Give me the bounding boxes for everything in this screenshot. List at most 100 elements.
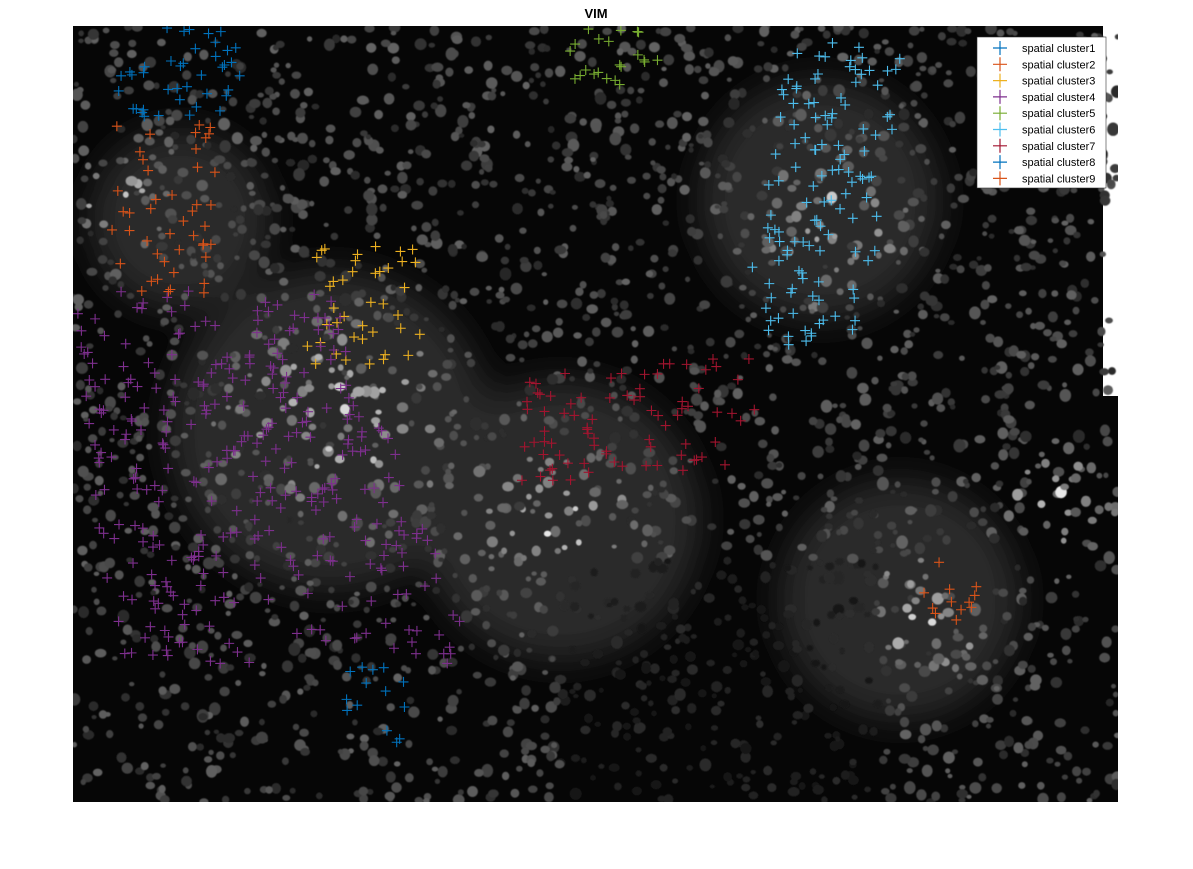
cluster-marker (403, 350, 414, 361)
nucleus (739, 660, 748, 668)
cluster-marker (560, 368, 571, 379)
cluster-marker (211, 550, 222, 561)
nucleus (208, 652, 214, 658)
nucleus (738, 498, 750, 508)
nucleus (423, 614, 430, 621)
cluster-marker (676, 450, 687, 461)
nucleus (435, 104, 447, 118)
nucleus (272, 107, 280, 116)
cluster-marker (157, 438, 168, 449)
cluster-marker (813, 276, 824, 287)
nucleus (947, 773, 953, 779)
nucleus (685, 276, 691, 283)
nucleus (713, 617, 723, 626)
nucleus (434, 778, 441, 785)
nucleus (634, 601, 647, 612)
cluster-marker (539, 426, 550, 437)
nucleus (657, 196, 665, 204)
nucleus (632, 656, 639, 664)
nucleus (1013, 742, 1024, 754)
cluster-marker (149, 368, 160, 379)
nucleus (798, 26, 804, 32)
cluster-marker (205, 656, 216, 667)
nucleus (257, 485, 264, 490)
cluster-marker (236, 436, 247, 447)
cluster-marker (370, 268, 381, 279)
nucleus (993, 686, 1000, 691)
nucleus (1026, 576, 1035, 584)
nucleus (271, 157, 279, 164)
nucleus (500, 91, 506, 97)
nucleus (1031, 353, 1040, 361)
nucleus (150, 590, 157, 596)
cluster-marker (192, 644, 203, 655)
nucleus (646, 502, 653, 507)
nucleus (430, 230, 441, 241)
nucleus (629, 123, 640, 134)
cluster-marker (394, 525, 405, 536)
nucleus (543, 45, 551, 52)
nucleus (188, 657, 201, 670)
cluster-marker (398, 676, 409, 687)
nucleus (1063, 751, 1073, 761)
nucleus (502, 726, 514, 738)
nucleus (776, 462, 783, 469)
nucleus (416, 177, 424, 186)
nucleus (689, 382, 697, 389)
nucleus (73, 483, 79, 494)
cluster-marker (150, 194, 161, 205)
nucleus (664, 292, 676, 305)
cluster-marker (328, 328, 339, 339)
nucleus (702, 130, 712, 140)
nucleus (464, 66, 474, 74)
nucleus (445, 657, 458, 667)
nucleus (244, 787, 251, 795)
nucleus (479, 154, 490, 163)
nucleus (354, 591, 360, 597)
nucleus (773, 732, 782, 741)
nucleus (1105, 317, 1113, 324)
nucleus (781, 510, 789, 517)
nucleus (918, 215, 925, 222)
nucleus (790, 30, 800, 39)
cluster-marker (850, 64, 861, 75)
cluster-marker (195, 580, 206, 591)
nucleus (832, 233, 838, 240)
cluster-marker (444, 642, 455, 653)
nucleus (253, 204, 264, 216)
cluster-marker (639, 54, 650, 65)
cluster-marker (776, 84, 787, 95)
nucleus (218, 661, 230, 674)
nucleus (82, 725, 90, 733)
nucleus (557, 688, 568, 699)
nucleus (895, 659, 904, 666)
nucleus (808, 553, 818, 561)
nucleus (91, 715, 97, 720)
cluster-marker (168, 392, 179, 403)
nucleus (663, 794, 674, 802)
nucleus (867, 57, 877, 66)
nucleus (543, 416, 555, 425)
nucleus (405, 119, 417, 131)
nucleus (246, 181, 255, 190)
nucleus (458, 133, 465, 138)
nucleus (1082, 616, 1089, 623)
nucleus (872, 563, 879, 570)
nucleus (93, 571, 100, 576)
nucleus (685, 214, 695, 224)
nucleus (280, 380, 289, 390)
nucleus (698, 116, 709, 127)
cluster-marker (159, 256, 170, 267)
nucleus (826, 489, 835, 498)
cluster-marker (142, 235, 153, 246)
nucleus (1019, 527, 1029, 536)
nucleus (144, 137, 155, 146)
nucleus (813, 618, 821, 627)
nucleus (416, 350, 424, 357)
nucleus (738, 596, 747, 605)
nucleus (774, 622, 784, 631)
nucleus (298, 209, 308, 220)
cluster-marker (227, 373, 238, 384)
nucleus (78, 38, 84, 44)
nucleus (580, 725, 591, 735)
